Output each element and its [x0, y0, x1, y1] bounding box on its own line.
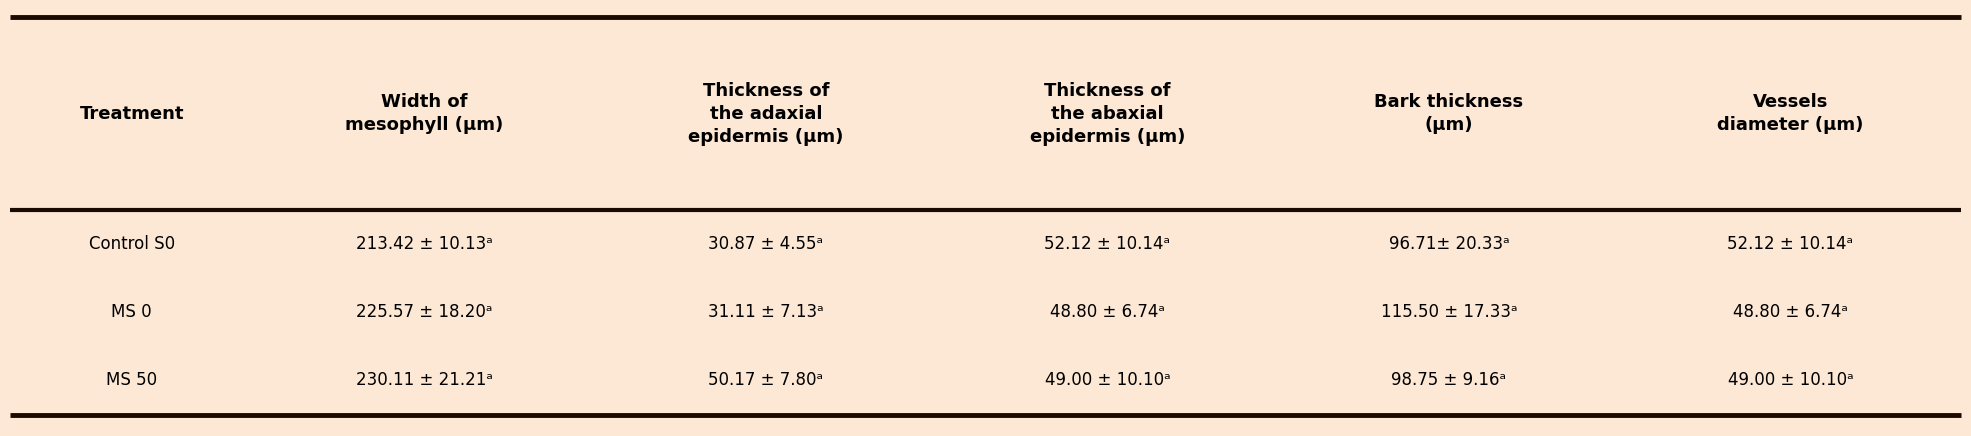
Text: 213.42 ± 10.13ᵃ: 213.42 ± 10.13ᵃ — [357, 235, 493, 253]
Text: 49.00 ± 10.10ᵃ: 49.00 ± 10.10ᵃ — [1045, 371, 1171, 389]
Text: Thickness of
the abaxial
epidermis (μm): Thickness of the abaxial epidermis (μm) — [1029, 82, 1185, 146]
Text: 52.12 ± 10.14ᵃ: 52.12 ± 10.14ᵃ — [1727, 235, 1853, 253]
Text: 49.00 ± 10.10ᵃ: 49.00 ± 10.10ᵃ — [1729, 371, 1853, 389]
Text: 50.17 ± 7.80ᵃ: 50.17 ± 7.80ᵃ — [708, 371, 824, 389]
Text: 52.12 ± 10.14ᵃ: 52.12 ± 10.14ᵃ — [1045, 235, 1171, 253]
Text: Treatment: Treatment — [79, 105, 183, 123]
Text: 96.71± 20.33ᵃ: 96.71± 20.33ᵃ — [1390, 235, 1510, 253]
Text: Width of
mesophyll (μm): Width of mesophyll (μm) — [345, 93, 505, 134]
Text: 48.80 ± 6.74ᵃ: 48.80 ± 6.74ᵃ — [1051, 303, 1165, 321]
Text: 98.75 ± 9.16ᵃ: 98.75 ± 9.16ᵃ — [1392, 371, 1506, 389]
Text: Bark thickness
(μm): Bark thickness (μm) — [1374, 93, 1524, 134]
Text: Control S0: Control S0 — [89, 235, 175, 253]
Text: 30.87 ± 4.55ᵃ: 30.87 ± 4.55ᵃ — [708, 235, 824, 253]
Text: MS 50: MS 50 — [106, 371, 158, 389]
Text: 230.11 ± 21.21ᵃ: 230.11 ± 21.21ᵃ — [357, 371, 493, 389]
Text: 115.50 ± 17.33ᵃ: 115.50 ± 17.33ᵃ — [1380, 303, 1518, 321]
Text: 31.11 ± 7.13ᵃ: 31.11 ± 7.13ᵃ — [708, 303, 824, 321]
Text: Thickness of
the adaxial
epidermis (μm): Thickness of the adaxial epidermis (μm) — [688, 82, 844, 146]
Text: MS 0: MS 0 — [112, 303, 152, 321]
Text: Vessels
diameter (μm): Vessels diameter (μm) — [1717, 93, 1865, 134]
Text: 225.57 ± 18.20ᵃ: 225.57 ± 18.20ᵃ — [357, 303, 493, 321]
Text: 48.80 ± 6.74ᵃ: 48.80 ± 6.74ᵃ — [1733, 303, 1849, 321]
